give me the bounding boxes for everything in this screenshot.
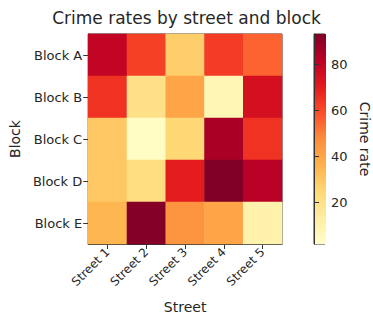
svg-text:Street 1: Street 1 <box>69 245 113 289</box>
svg-text:Crime rates by street and bloc: Crime rates by street and block <box>52 8 321 28</box>
svg-text:Street 2: Street 2 <box>108 245 152 289</box>
svg-text:60: 60 <box>331 103 348 118</box>
svg-text:Crime rate: Crime rate <box>357 102 373 177</box>
svg-text:Street 3: Street 3 <box>146 245 190 289</box>
svg-text:Block D: Block D <box>33 174 82 189</box>
svg-text:Block C: Block C <box>34 132 82 147</box>
svg-text:80: 80 <box>331 57 348 72</box>
svg-text:20: 20 <box>331 195 348 210</box>
svg-text:Street: Street <box>164 299 207 315</box>
svg-text:Block B: Block B <box>34 90 82 105</box>
svg-text:Block E: Block E <box>35 216 83 231</box>
svg-text:Street 5: Street 5 <box>224 245 268 289</box>
svg-text:40: 40 <box>331 149 348 164</box>
svg-text:Block: Block <box>7 119 23 158</box>
svg-text:Street 4: Street 4 <box>185 245 229 289</box>
svg-text:Block A: Block A <box>34 48 82 63</box>
